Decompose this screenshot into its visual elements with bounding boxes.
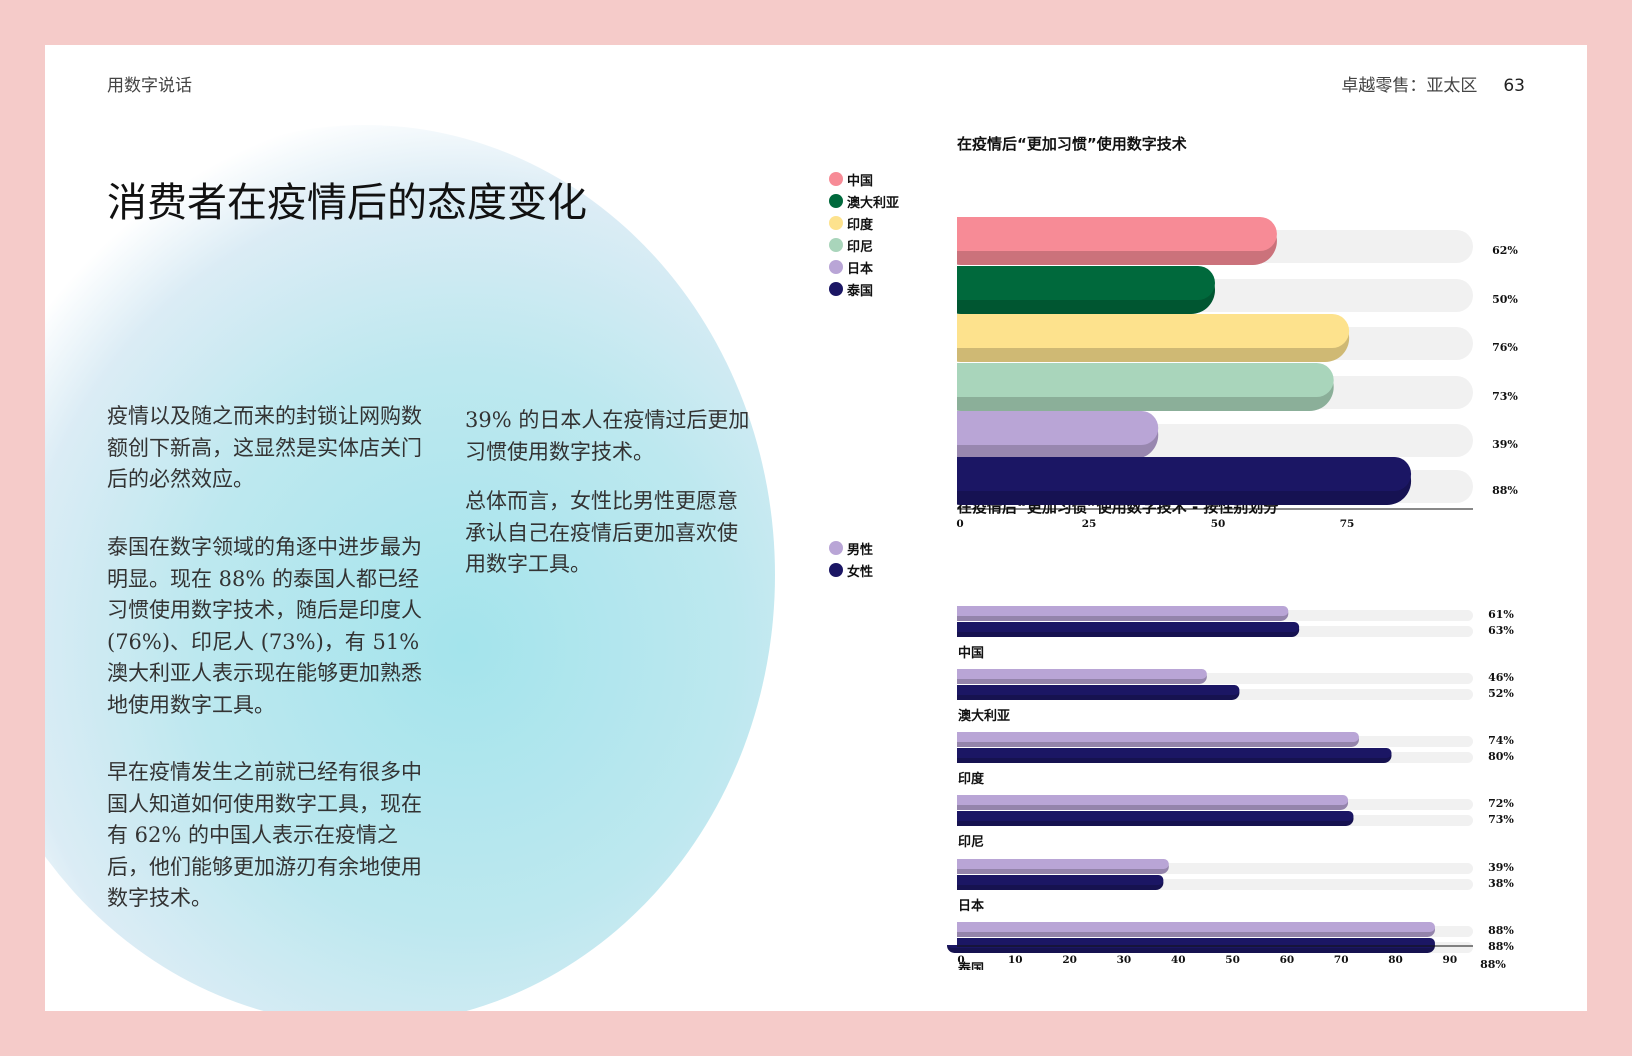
- bar-male: [947, 669, 1207, 679]
- background-gradient-circle: [45, 125, 775, 1011]
- bar-0: [945, 217, 1277, 251]
- bar-female: [947, 685, 1240, 695]
- chart-2-legend: 男性 女性: [829, 537, 873, 581]
- value-label: 62%: [1492, 244, 1518, 257]
- legend-dot-female: [829, 563, 843, 577]
- x-tick-label: 60: [1280, 954, 1295, 966]
- x-tick-label: 90: [1443, 954, 1458, 966]
- bar-charts: 62% 50% 76% 73% 39% 88% 0 25 50 75 61% 63% 中国 46% 52% 澳…: [945, 210, 1518, 970]
- value-label: 38%: [1488, 877, 1514, 890]
- value-label: 39%: [1488, 861, 1514, 874]
- legend-label: 澳大利亚: [847, 195, 900, 211]
- axis-mask: [945, 210, 957, 510]
- x-tick-label: 70: [1334, 954, 1349, 966]
- legend-item: 男性: [829, 537, 873, 559]
- category-label: 日本: [958, 898, 984, 914]
- axis-mask: [945, 600, 957, 945]
- legend-label: 男性: [847, 542, 874, 558]
- x-tick-label: 75: [1340, 518, 1355, 530]
- bar-male: [947, 732, 1359, 742]
- section-header: 用数字说话: [107, 76, 192, 96]
- page-number: 63: [1503, 76, 1525, 96]
- value-label: 80%: [1488, 750, 1514, 763]
- legend-item: 中国: [829, 168, 899, 190]
- category-label: 澳大利亚: [958, 708, 1010, 724]
- value-label: 46%: [1488, 671, 1514, 684]
- publication-title: 卓越零售：亚太区: [1341, 76, 1478, 96]
- legend-label: 泰国: [847, 283, 874, 299]
- bar-3: [945, 363, 1334, 397]
- legend-item: 印度: [829, 212, 899, 234]
- legend-item: 日本: [829, 256, 899, 278]
- category-label: 泰国: [957, 961, 984, 970]
- x-tick-label: 0: [957, 954, 964, 966]
- chart-1-title: 在疫情后“更加习惯”使用数字技术: [957, 135, 1187, 153]
- x-tick-label: 40: [1171, 954, 1186, 966]
- value-label: 50%: [1492, 293, 1518, 306]
- category-label: 印度: [958, 771, 985, 787]
- bar-female: [947, 748, 1392, 758]
- value-label: 63%: [1488, 624, 1514, 637]
- bar-male: [947, 606, 1289, 616]
- legend-label: 女性: [847, 564, 874, 580]
- chart-1-legend: 中国 澳大利亚 印度 印尼 日本 泰国: [829, 168, 899, 300]
- x-tick-label: 80: [1388, 954, 1403, 966]
- paragraph-japan: 39% 的日本人在疫情过后更加习惯使用数字技术。: [465, 408, 750, 464]
- x-tick-label: 50: [1211, 518, 1226, 530]
- bar-male: [947, 795, 1349, 805]
- value-label: 72%: [1488, 797, 1514, 810]
- x-tick-label: 20: [1062, 954, 1077, 966]
- bar-female: [947, 811, 1354, 821]
- page-title: 消费者在疫情后的态度变化: [107, 180, 587, 226]
- bar-male: [947, 859, 1169, 869]
- value-label: 39%: [1492, 438, 1518, 451]
- paragraph-china: 早在疫情发生之前就已经有很多中国人知道如何使用数字工具，现在有 62% 的中国人…: [107, 760, 422, 910]
- value-label: 73%: [1492, 390, 1518, 403]
- legend-dot-indonesia: [829, 238, 843, 252]
- x-tick-label: 30: [1117, 954, 1132, 966]
- bar-female: [947, 622, 1300, 632]
- bar-1: [945, 266, 1215, 300]
- paragraph-lockdown: 疫情以及随之而来的封锁让网购数额创下新高，这显然是实体店关门后的必然效应。: [107, 404, 422, 491]
- bar-male: [947, 922, 1435, 932]
- report-page: 用数字说话 卓越零售：亚太区 63 消费者在疫情后的态度变化 疫情以及随之而来的封…: [45, 45, 1587, 1011]
- x-tick-label: 10: [1008, 954, 1023, 966]
- publication-header: 卓越零售：亚太区 63: [1341, 71, 1525, 96]
- x-tick-label: 25: [1082, 518, 1097, 530]
- category-label: 中国: [958, 645, 984, 661]
- bar-2: [945, 314, 1350, 348]
- value-label: 88%: [1492, 484, 1518, 497]
- x-tick-label: 0: [956, 518, 963, 530]
- legend-dot-thailand: [829, 282, 843, 296]
- bar-5: [945, 457, 1412, 491]
- value-label: 74%: [1488, 734, 1514, 747]
- x-tick-label: 50: [1225, 954, 1240, 966]
- value-label: 88%: [1480, 958, 1506, 970]
- value-label: 76%: [1492, 341, 1518, 354]
- value-label: 52%: [1488, 687, 1514, 700]
- paragraph-gender: 总体而言，女性比男性更愿意承认自己在疫情后更加喜欢使用数字工具。: [465, 489, 738, 576]
- value-label: 73%: [1488, 813, 1514, 826]
- value-label: 88%: [1488, 940, 1514, 953]
- legend-item: 泰国: [829, 278, 899, 300]
- legend-item: 印尼: [829, 234, 899, 256]
- paragraph-thailand: 泰国在数字领域的角逐中进步最为明显。现在 88% 的泰国人都已经习惯使用数字技术…: [107, 535, 422, 717]
- legend-dot-china: [829, 172, 843, 186]
- legend-label: 印尼: [847, 239, 874, 255]
- legend-item: 澳大利亚: [829, 190, 899, 212]
- value-label: 61%: [1488, 608, 1514, 621]
- legend-dot-male: [829, 541, 843, 555]
- bar-female: [947, 875, 1164, 885]
- category-label: 印尼: [958, 835, 984, 850]
- value-label: 88%: [1488, 924, 1514, 937]
- legend-label: 印度: [847, 217, 874, 233]
- bar-4: [945, 411, 1159, 445]
- legend-label: 中国: [847, 173, 874, 189]
- legend-dot-australia: [829, 194, 843, 208]
- legend-label: 日本: [847, 261, 874, 277]
- legend-dot-japan: [829, 260, 843, 274]
- legend-item: 女性: [829, 559, 873, 581]
- legend-dot-india: [829, 216, 843, 230]
